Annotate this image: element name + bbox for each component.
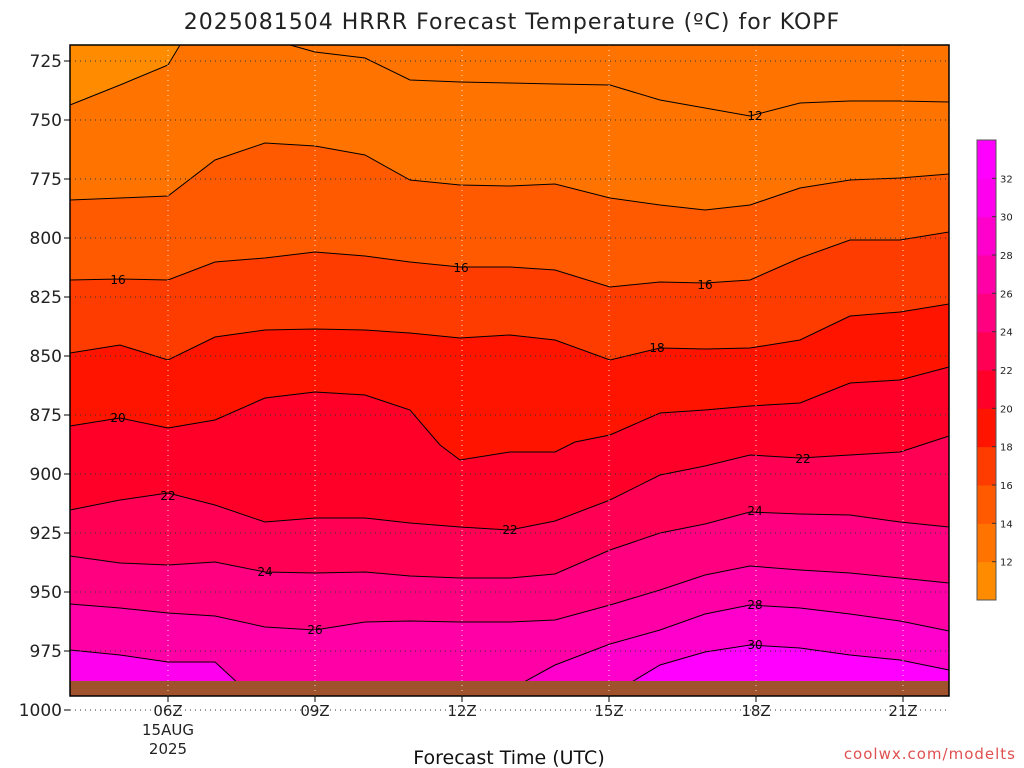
colorbar-swatch (977, 408, 996, 448)
colorbar-label: 16 (1000, 481, 1013, 492)
contour-line (289, 44, 950, 117)
contour-label: 22 (160, 489, 175, 503)
y-tick-label: 725 (30, 52, 62, 72)
x-tick-label: 18Z (741, 702, 770, 720)
colorbar-label: 32 (1000, 174, 1013, 185)
vertical-grid (167, 45, 904, 696)
colorbar-label: 28 (1000, 251, 1013, 262)
y-axis: 725 750 775 800 825 850 875 900 925 950 975 1000 (19, 52, 70, 721)
y-tick-label: 950 (30, 583, 62, 603)
contour-line (69, 303, 950, 361)
contour-line (69, 565, 950, 631)
contour-label: 24 (747, 504, 762, 518)
contour-line (69, 511, 950, 579)
contour-lines (69, 44, 950, 696)
colorbar-swatch (977, 140, 996, 179)
colorbar-swatch (977, 293, 996, 333)
contour-fills (70, 45, 949, 696)
colorbar-swatch (977, 523, 996, 563)
contour-label: 22 (502, 523, 517, 537)
chart-title: 2025081504 HRRR Forecast Temperature (ºC… (184, 10, 840, 35)
y-tick-label: 800 (30, 229, 62, 249)
colorbar-swatch (977, 216, 996, 256)
x-date-line: 15AUG (142, 721, 194, 739)
colorbar-label: 30 (1000, 213, 1013, 224)
colorbar-label: 14 (1000, 519, 1013, 530)
contour-label: 18 (649, 341, 664, 355)
contour-label: 28 (747, 598, 762, 612)
contour-line (69, 366, 950, 461)
contour-line (69, 44, 181, 106)
colorbar-swatch (977, 561, 996, 601)
colorbar-label: 26 (1000, 289, 1013, 300)
y-tick-label: 750 (30, 111, 62, 131)
contour-line (499, 604, 950, 696)
contour-line (69, 142, 950, 211)
contour-label: 22 (795, 452, 810, 466)
x-tick-label: 15Z (594, 702, 623, 720)
colorbar-swatch (977, 370, 996, 409)
y-tick-label: 975 (30, 642, 62, 662)
colorbar-swatch (977, 178, 996, 218)
y-tick-label: 1000 (19, 701, 62, 721)
contour-label: 26 (307, 623, 322, 637)
x-tick-label: 12Z (447, 702, 476, 720)
colorbar-swatch (977, 255, 996, 294)
x-tick-label: 06Z (153, 702, 182, 720)
y-tick-label: 775 (30, 170, 62, 190)
x-tick-label: 09Z (300, 702, 329, 720)
colorbar-label: 24 (1000, 328, 1013, 339)
contour-line (69, 435, 950, 531)
colorbar-label: 20 (1000, 404, 1013, 415)
y-tick-label: 875 (30, 406, 62, 426)
contour-labels: 12 16 16 16 18 20 22 22 22 24 24 26 28 3… (110, 109, 810, 652)
colorbar-swatch (977, 331, 996, 371)
x-year-line: 2025 (149, 740, 187, 758)
surface-strip (70, 681, 949, 696)
contour-line (69, 231, 950, 288)
y-tick-label: 850 (30, 347, 62, 367)
colorbar-label: 12 (1000, 558, 1013, 569)
y-tick-label: 825 (30, 288, 62, 308)
y-tick-label: 900 (30, 465, 62, 485)
credit-text: coolwx.com/modelts (844, 745, 1016, 763)
contour-label: 16 (110, 273, 125, 287)
contour-line (69, 649, 241, 686)
colorbar-swatch (977, 446, 996, 486)
colorbar: 12 14 16 18 20 22 24 26 28 30 32 (976, 139, 1013, 601)
x-tick-label: 21Z (888, 702, 917, 720)
colorbar-label: 18 (1000, 443, 1013, 454)
y-tick-label: 925 (30, 524, 62, 544)
contour-label: 12 (747, 109, 762, 123)
x-axis-label: Forecast Time (UTC) (413, 747, 604, 768)
contour-line (609, 644, 950, 696)
contour-label: 20 (110, 411, 125, 425)
x-axis: 06Z 09Z 12Z 15Z 18Z 21Z (153, 696, 918, 720)
colorbar-label: 22 (1000, 366, 1013, 377)
contour-label: 16 (453, 261, 468, 275)
plot-frame (69, 44, 950, 697)
colorbar-swatch (977, 485, 996, 524)
contour-label: 16 (697, 278, 712, 292)
contour-label: 24 (257, 565, 272, 579)
contour-label: 30 (747, 638, 762, 652)
